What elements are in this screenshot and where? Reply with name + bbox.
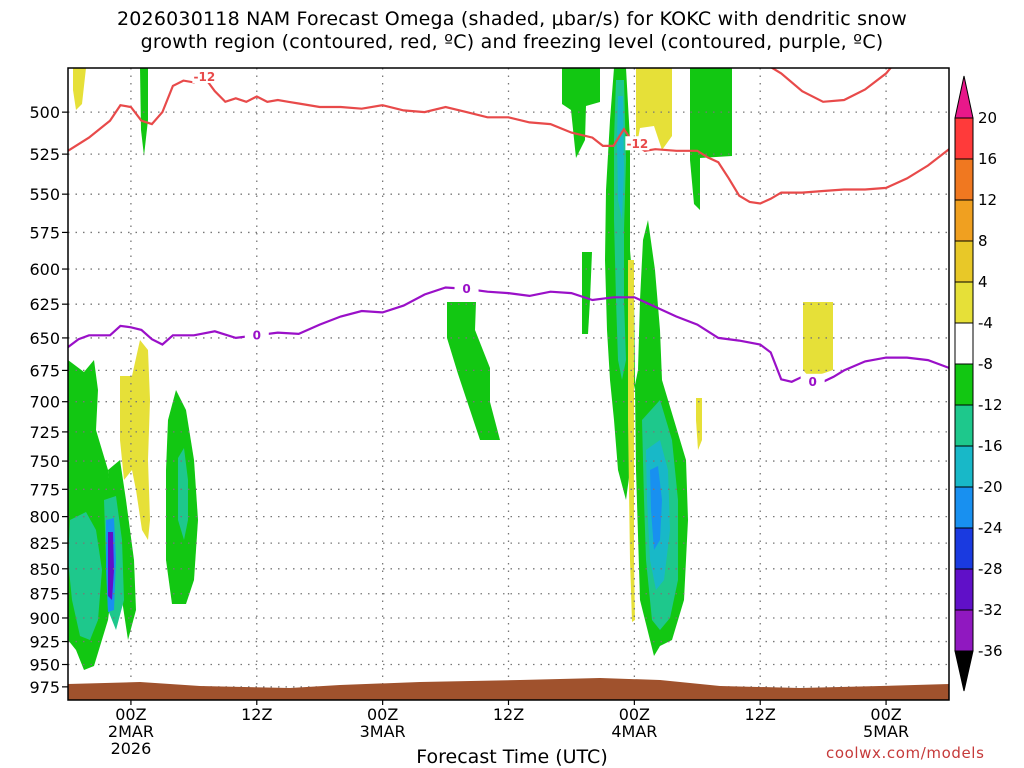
- colorbar-label: 12: [978, 191, 997, 209]
- colorbar-label: -24: [978, 519, 1003, 537]
- y-tick-label: 775: [29, 480, 60, 499]
- colorbar-bin: [954, 199, 974, 242]
- omega-area-positive: [120, 340, 150, 540]
- x-tick-label: 12Z: [493, 705, 524, 724]
- y-tick-label: 525: [29, 145, 60, 164]
- x-tick-label: 00Z: [115, 705, 146, 724]
- omega-area-negative: [108, 532, 114, 600]
- y-tick-label: 650: [29, 329, 60, 348]
- colorbar-bin: [954, 568, 974, 611]
- title-line-2: growth region (contoured, red, ºC) and f…: [140, 31, 884, 53]
- x-axis-title: Forecast Time (UTC): [416, 746, 608, 768]
- grid: [68, 68, 949, 700]
- contour-label: 0: [462, 282, 470, 296]
- chart-title: 2026030118 NAM Forecast Omega (shaded, μ…: [0, 8, 1024, 54]
- title-line-1: 2026030118 NAM Forecast Omega (shaded, μ…: [116, 8, 908, 30]
- x-tick-label: 12Z: [745, 705, 776, 724]
- omega-area-negative: [582, 252, 592, 334]
- colorbar-bin: [954, 117, 974, 160]
- y-tick-label: 925: [29, 633, 60, 652]
- y-axis: 500 525 550 575 600 625 650 675 700 725 750 775 800 8…: [29, 103, 68, 697]
- credit-text: coolwx.com/models: [826, 744, 985, 762]
- x-tick-label: 5MAR: [863, 722, 909, 741]
- y-tick-label: 825: [29, 534, 60, 553]
- contours: -12 -12 0 0 0: [68, 68, 949, 389]
- omega-area-positive: [696, 398, 702, 450]
- colorbar-label: 4: [978, 273, 988, 291]
- dendritic-contour: [68, 75, 949, 205]
- colorbar-bin: [954, 281, 974, 324]
- dendritic-contour: [770, 68, 892, 103]
- colorbar-label: -20: [978, 478, 1003, 496]
- omega-area-negative: [690, 68, 732, 210]
- terrain-surface: [68, 678, 949, 700]
- x-tick-label: 00Z: [619, 705, 650, 724]
- y-tick-label: 700: [29, 393, 60, 412]
- y-tick-label: 550: [29, 185, 60, 204]
- x-tick-label: 00Z: [870, 705, 901, 724]
- omega-area-negative: [68, 512, 102, 640]
- colorbar: 20 16 12 8 4 -4 -8 -12 -16 -20 -24 -28 -32 -36: [954, 75, 1003, 692]
- y-tick-label: 800: [29, 508, 60, 527]
- omega-area-positive: [803, 302, 833, 378]
- x-tick-label: 4MAR: [611, 722, 657, 741]
- omega-shading: [68, 68, 833, 670]
- colorbar-bin: [954, 609, 974, 652]
- contour-label-bg: [454, 280, 479, 295]
- contour-label: 0: [808, 375, 816, 389]
- y-tick-label: 900: [29, 609, 60, 628]
- colorbar-label: 16: [978, 150, 997, 168]
- colorbar-label: 20: [978, 109, 997, 127]
- omega-area-positive: [628, 260, 635, 622]
- colorbar-label: 8: [978, 232, 988, 250]
- omega-area-negative: [617, 96, 624, 220]
- omega-area-positive: [73, 68, 86, 110]
- colorbar-label: -8: [978, 355, 993, 373]
- y-tick-label: 675: [29, 361, 60, 380]
- y-tick-label: 600: [29, 260, 60, 279]
- y-tick-label: 975: [29, 678, 60, 697]
- x-tick-label: 12Z: [241, 705, 272, 724]
- y-tick-label: 875: [29, 585, 60, 604]
- contour-label-bg: [192, 69, 217, 84]
- colorbar-bin: [954, 240, 974, 283]
- colorbar-bin: [954, 486, 974, 529]
- omega-area-positive: [636, 68, 672, 150]
- x-tick-label: 2026: [111, 739, 152, 758]
- colorbar-bin: [954, 445, 974, 488]
- omega-area-negative: [562, 68, 600, 158]
- colorbar-bin: [954, 527, 974, 570]
- x-tick-label: 3MAR: [360, 722, 406, 741]
- contour-label-bg: [244, 327, 269, 342]
- colorbar-label: -36: [978, 642, 1003, 660]
- y-tick-label: 575: [29, 223, 60, 242]
- colorbar-top-arrow: [954, 75, 974, 119]
- colorbar-bin: [954, 322, 974, 365]
- y-tick-label: 725: [29, 423, 60, 442]
- colorbar-label: -16: [978, 437, 1003, 455]
- y-tick-label: 950: [29, 656, 60, 675]
- y-tick-label: 750: [29, 452, 60, 471]
- y-tick-label: 850: [29, 560, 60, 579]
- colorbar-bin: [954, 404, 974, 447]
- contour-label: -12: [194, 70, 216, 84]
- colorbar-bottom-arrow: [954, 650, 974, 692]
- x-tick-label: 2MAR: [108, 722, 154, 741]
- colorbar-bin: [954, 158, 974, 201]
- colorbar-label: -32: [978, 601, 1003, 619]
- contour-label-bg: [625, 136, 650, 151]
- y-tick-label: 625: [29, 295, 60, 314]
- omega-area-negative: [650, 466, 662, 550]
- contour-label: -12: [627, 137, 649, 151]
- colorbar-label: -12: [978, 396, 1003, 414]
- x-tick-label: 00Z: [367, 705, 398, 724]
- contour-label: 0: [253, 328, 261, 342]
- colorbar-bin: [954, 363, 974, 406]
- contour-label-bg: [800, 373, 825, 388]
- colorbar-label: -28: [978, 560, 1003, 578]
- y-tick-label: 500: [29, 103, 60, 122]
- colorbar-label: -4: [978, 314, 993, 332]
